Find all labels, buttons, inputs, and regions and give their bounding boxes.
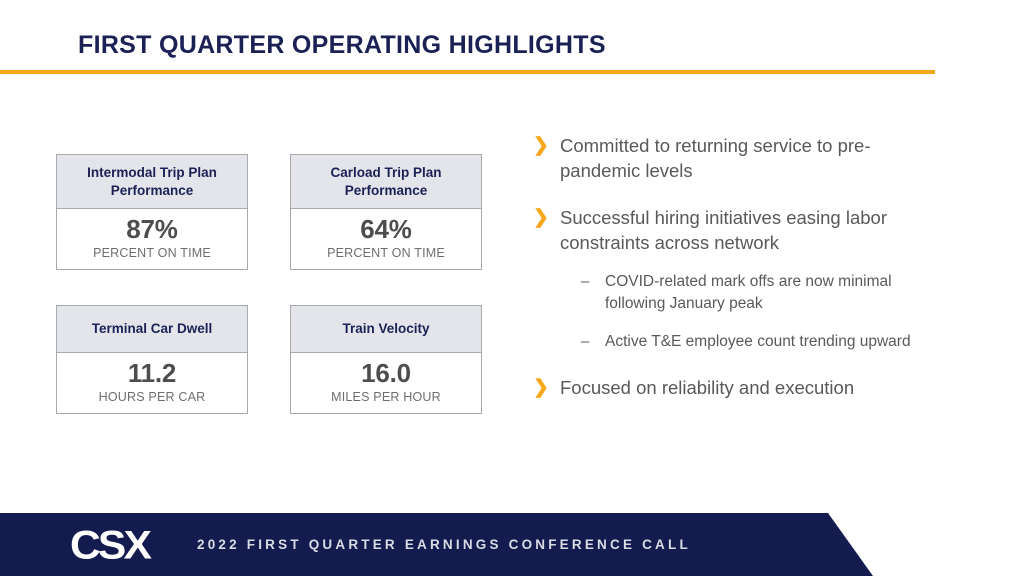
metric-card-body: 64% PERCENT ON TIME [291,209,481,269]
sub-bullet-text: Active T&E employee count trending upwar… [605,333,911,350]
metrics-row-1: Intermodal Trip Plan Performance 87% PER… [56,154,496,270]
bullet-item: ❯ Committed to returning service to pre-… [533,133,933,183]
metric-card-label: Terminal Car Dwell [57,306,247,353]
metric-card-value: 87% [126,214,178,244]
title-underline-rule [0,70,935,74]
footer-banner-shape [0,513,873,576]
bullet-item: ❯ Successful hiring initiatives easing l… [533,205,933,255]
bullet-text: Focused on reliability and execution [560,377,855,398]
metric-card-carload-trip-plan-performance: Carload Trip Plan Performance 64% PERCEN… [290,154,482,270]
sub-bullet-list: – COVID-related mark offs are now minima… [581,271,933,353]
metric-card-body: 11.2 HOURS PER CAR [57,353,247,413]
slide-footer [0,513,1024,576]
metric-card-body: 16.0 MILES PER HOUR [291,353,481,413]
metric-card-unit: HOURS PER CAR [98,390,206,404]
metrics-row-2: Terminal Car Dwell 11.2 HOURS PER CAR Tr… [56,305,496,414]
metrics-panel: Intermodal Trip Plan Performance 87% PER… [56,154,496,414]
metric-card-value: 16.0 [361,358,411,388]
metric-card-unit: PERCENT ON TIME [327,246,445,260]
bullet-text: Successful hiring initiatives easing lab… [560,207,888,253]
sub-bullet-item: – COVID-related mark offs are now minima… [581,271,933,315]
metric-card-body: 87% PERCENT ON TIME [57,209,247,269]
bullet-item: ❯ Focused on reliability and execution [533,375,933,400]
metric-card-value: 64% [360,214,412,244]
page-title: FIRST QUARTER OPERATING HIGHLIGHTS [78,31,606,59]
metric-card-intermodal-trip-plan-performance: Intermodal Trip Plan Performance 87% PER… [56,154,248,270]
bullet-text: Committed to returning service to pre-pa… [560,135,871,181]
metric-card-label: Train Velocity [291,306,481,353]
metric-card-label: Carload Trip Plan Performance [291,155,481,209]
footer-caption: 2022 FIRST QUARTER EARNINGS CONFERENCE C… [197,537,691,552]
highlights-bullet-list: ❯ Committed to returning service to pre-… [533,133,933,422]
sub-bullet-item: – Active T&E employee count trending upw… [581,331,933,353]
metric-card-unit: PERCENT ON TIME [93,246,211,260]
chevron-right-icon: ❯ [533,207,549,228]
csx-logo: CSX [70,523,152,568]
metric-card-unit: MILES PER HOUR [331,390,441,404]
metric-card-value: 11.2 [127,358,177,388]
metric-card-label: Intermodal Trip Plan Performance [57,155,247,209]
metric-card-terminal-car-dwell: Terminal Car Dwell 11.2 HOURS PER CAR [56,305,248,414]
chevron-right-icon: ❯ [533,135,549,156]
metric-card-train-velocity: Train Velocity 16.0 MILES PER HOUR [290,305,482,414]
chevron-right-icon: ❯ [533,377,549,398]
sub-bullet-text: COVID-related mark offs are now minimal … [605,273,892,312]
dash-icon: – [581,273,590,290]
dash-icon: – [581,333,590,350]
